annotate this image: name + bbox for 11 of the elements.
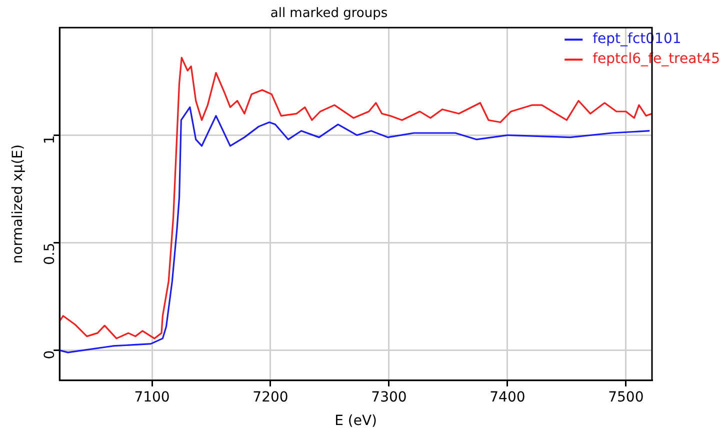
chart-title: all marked groups — [270, 6, 388, 22]
y-tick-label: 0.5 — [42, 242, 58, 265]
y-tick-label: 0 — [42, 350, 58, 360]
y-tick-label: 1 — [42, 135, 58, 144]
x-axis-title: E (eV) — [334, 413, 378, 430]
x-tick-label: 7100 — [134, 389, 170, 406]
x-tick-label: 7200 — [252, 389, 288, 406]
x-tick-label: 7400 — [490, 389, 526, 406]
y-axis-title: normalized xμ(E) — [10, 144, 26, 264]
x-tick-label: 7300 — [371, 389, 407, 406]
x-tick-label: 7500 — [608, 389, 644, 406]
